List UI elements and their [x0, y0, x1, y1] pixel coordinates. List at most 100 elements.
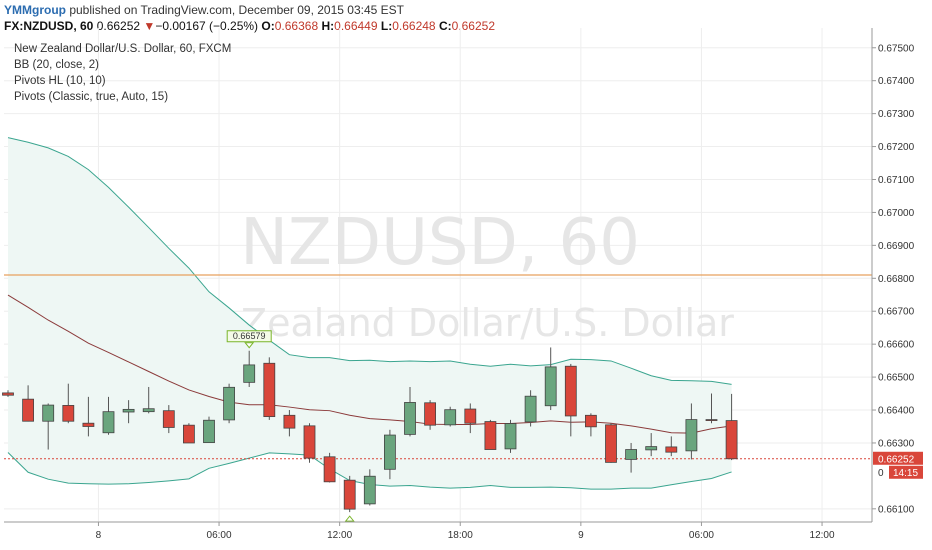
candle-body	[464, 408, 477, 424]
watermark-symbol: NZDUSD, 60	[240, 206, 640, 280]
time-tick-label: 12:00	[810, 530, 835, 541]
price-tick-label: 0.66400	[878, 406, 915, 417]
candle-down	[605, 423, 617, 463]
pivot-high-box	[226, 330, 272, 343]
candle-body	[22, 398, 35, 422]
candle-body	[645, 446, 658, 451]
candle-up	[645, 433, 658, 457]
candle-down	[705, 393, 718, 424]
candle-body	[223, 386, 236, 421]
candle-body	[82, 422, 95, 427]
countdown-box	[889, 465, 923, 479]
symbol-label: FX:NZDUSD, 60	[4, 19, 94, 33]
candle-body	[585, 414, 597, 428]
candle-up	[404, 386, 416, 437]
time-tick-label: 8	[96, 530, 102, 541]
pivot-low-marker	[344, 515, 355, 522]
axes[interactable]: 0.67500 0.67400 0.67300 0.67200 0.67100 0.670…	[4, 28, 915, 541]
time-tick-label: 9	[578, 530, 584, 541]
candle-body	[363, 475, 376, 505]
candle-up	[625, 442, 637, 473]
price-tick-label: 0.66300	[878, 438, 915, 449]
candle-down	[2, 390, 14, 397]
last-price-tag: 0.66252	[873, 451, 923, 465]
grid	[4, 28, 872, 522]
candle-body	[142, 408, 155, 413]
watermark: NZDUSD, 60 New Zealand Dollar/U.S. Dolla…	[146, 206, 734, 345]
candle-body	[424, 402, 437, 426]
candle-body	[2, 392, 14, 396]
price-chart[interactable]: NZDUSD, 60 New Zealand Dollar/U.S. Dolla…	[0, 28, 932, 550]
chart-header: YMMgroup published on TradingView.com, D…	[0, 0, 932, 40]
symbol-info: FX:NZDUSD, 60 0.66252 ▼−0.00167 (−0.25%)…	[4, 19, 495, 33]
price-tick-label: 0.67100	[878, 175, 915, 186]
candle-body	[263, 362, 276, 418]
price-labels: 0.66252 14:15 0	[873, 451, 923, 479]
pivot-high-label: 0.66579	[226, 330, 272, 343]
price-tick-label: 0.66900	[878, 241, 915, 252]
high-value: 0.66449	[334, 19, 378, 33]
price-tick-label: 0.67300	[878, 109, 915, 120]
candle-body	[102, 411, 115, 434]
candle-up	[223, 383, 236, 424]
candle-down	[22, 385, 35, 422]
pivot-high-value: 0.66579	[233, 331, 266, 341]
candle-body	[303, 425, 316, 459]
candle-body	[625, 449, 637, 460]
candle-down	[303, 423, 316, 463]
candle-body	[444, 409, 457, 426]
published-text: published on TradingView.com, December 0…	[66, 3, 404, 17]
legend-indicator-bb[interactable]: BB (20, close, 2)	[14, 59, 99, 71]
countdown-tag: 14:15	[889, 465, 923, 479]
last-price-value: 0.66252	[878, 454, 915, 465]
price-tick-label: 0.66700	[878, 307, 915, 318]
candle-down	[62, 383, 75, 424]
candle-body	[524, 395, 537, 423]
time-tick-label: 12:00	[327, 530, 352, 541]
candle-down	[484, 419, 497, 450]
candle-up	[504, 419, 517, 453]
time-tick-label: 06:00	[689, 530, 714, 541]
candle-body	[182, 424, 195, 444]
price-tick-label: 0.66500	[878, 373, 915, 384]
legend-title: New Zealand Dollar/U.S. Dollar, 60, FXCM	[14, 43, 231, 55]
candle-up	[203, 416, 215, 444]
close-label: C:	[438, 19, 452, 33]
open-label: O:	[261, 19, 275, 33]
candle-down	[725, 393, 738, 461]
author-link[interactable]: YMMgroup	[4, 3, 66, 17]
legend-indicator-pivots-classic[interactable]: Pivots (Classic, true, Auto, 15)	[14, 91, 168, 103]
time-tick-label: 06:00	[207, 530, 232, 541]
candle-down	[263, 357, 276, 420]
candle-up	[122, 400, 135, 424]
candle-down	[585, 413, 597, 437]
price-tick-label: 0.66800	[878, 274, 915, 285]
candle-body	[383, 434, 396, 470]
candle-up	[142, 386, 155, 414]
candle-body	[404, 402, 416, 435]
legend-indicator-pivots-hl[interactable]: Pivots HL (10, 10)	[14, 75, 106, 87]
publish-info: YMMgroup published on TradingView.com, D…	[4, 3, 404, 17]
candle-down	[323, 452, 336, 483]
high-label: H:	[321, 19, 335, 33]
price-change: −0.00167 (−0.25%)	[155, 19, 259, 33]
bb-upper-line	[7, 137, 732, 385]
price-tick-label: 0.67200	[878, 142, 915, 153]
candle-down	[283, 410, 296, 437]
candle-body	[484, 421, 497, 450]
low-value: 0.66248	[392, 19, 436, 33]
candle-down	[564, 363, 577, 437]
candle-up	[42, 403, 55, 450]
price-tick-label: 0.67400	[878, 76, 915, 87]
candle-body	[122, 408, 135, 413]
last-price: 0.66252	[96, 19, 141, 33]
candle-down	[424, 400, 437, 430]
candle-up	[383, 429, 396, 480]
candle-body	[62, 405, 75, 422]
candle-body	[203, 419, 215, 444]
candle-body	[725, 420, 738, 460]
candle-up	[524, 390, 537, 427]
candle-down	[464, 403, 477, 434]
price-tick-label: 0.66600	[878, 340, 915, 351]
candle-body	[685, 419, 698, 452]
